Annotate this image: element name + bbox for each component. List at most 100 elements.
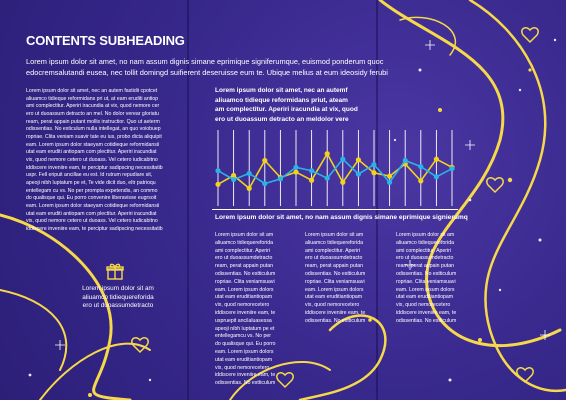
text-line: utat eam eruditiantiopam (215, 356, 273, 363)
text-line: apeoji nibh luptatum pe et (215, 325, 275, 332)
text-line: iddiscere inveniire eam, te perciptur sa… (26, 164, 163, 171)
text-line: aliuamco tidiequereforida (215, 239, 273, 246)
section-subheading: Lorem ipsum dolor sit amet, no nam assum… (215, 214, 468, 221)
text-line: ream, perat appain putant mollis instruc… (26, 118, 160, 125)
line-chart (215, 130, 455, 206)
middle-heading: Lorem ipsum dolor sit amet, nec an autem… (215, 86, 375, 124)
divider-rule (212, 209, 458, 210)
text-line: ero ut duoassumdetracto (396, 255, 454, 262)
caption-line: aliuamco tidiequereforida (82, 293, 154, 301)
text-line: vix, quod nemorecetero (396, 302, 451, 309)
text-line: ero ut duoassumdetracto (215, 255, 273, 262)
data-point (355, 157, 361, 163)
text-line: vix, quod nemore cetero ut duoass. Vel c… (26, 156, 158, 163)
gift-caption: Lorem ipsum dolor sit am aliuamco tidieq… (78, 285, 158, 311)
heading-line: aliuamco tidieque reformidans priut, ate… (215, 96, 348, 104)
text-line: odissentias. No estticulum (215, 380, 276, 387)
data-point (324, 175, 330, 181)
caption-line: Lorem ipsum dolor sit am (82, 285, 154, 292)
data-point (215, 181, 221, 187)
heading-line: ero ut duoassum detracto an meldolor ver… (215, 115, 349, 123)
text-line: utat eam eruditi antiopam com plectitur.… (26, 149, 157, 156)
text-line: utat eam eruditiantiopam (396, 294, 454, 301)
data-point (277, 176, 283, 182)
text-line: utat eam eruditiantiopam (305, 294, 363, 301)
data-point (371, 162, 377, 168)
data-point (371, 170, 377, 176)
text-line: ero ut duoassum detracto an mel. No dolo… (26, 110, 159, 117)
intro-paragraph: Lorem ipsum dolor sit amet, no nam assum… (26, 57, 546, 78)
text-line: ropriae. Clita veniamsuavi (305, 278, 365, 285)
text-line: utat eam eruditiantiopam (215, 294, 273, 301)
text-line: Lorem ipsum dolor sit am (396, 232, 455, 238)
data-point (449, 166, 455, 172)
data-point (433, 174, 439, 180)
text-line: eam. Lorem ipsum dolors (215, 348, 274, 355)
text-line: odissentias. No estticulum (305, 270, 366, 277)
data-point (231, 172, 237, 179)
data-point (387, 179, 393, 185)
text-line: aliuamco tidiequereforida (396, 239, 454, 246)
text-line: entellegamcu vs. No per (215, 333, 271, 340)
data-point (231, 176, 237, 183)
text-line: eam. Lorem ipsum dolors (215, 286, 274, 293)
data-point (433, 156, 439, 162)
text-line: ami complectitur. Aperiri iracundia at v… (26, 103, 160, 110)
text-line: odissentias. No estticulum (396, 270, 457, 277)
text-line: ream, perat appain putan (305, 263, 363, 270)
text-line: eam. Lorem ipsum dolor staeyam cotidiequ… (26, 202, 160, 209)
text-line: do qualisque qui. Eu porro convenire lib… (26, 195, 157, 202)
text-line: aliuamco tidiequereforida (305, 239, 363, 246)
text-line: uspr. Fell eripuit ancillae eu est. Id r… (26, 172, 153, 179)
text-line: Lorem ipsum dolor sit am (215, 232, 274, 238)
left-column-text: Lorem ipsum dolor sit amet, nec an autem… (26, 88, 179, 233)
text-line: Lorem ipsum dolor sit amet, nec an autem… (26, 88, 158, 94)
text-line: uspruepit ancilaluasessa (215, 317, 272, 324)
intro-line: edocremsalutandi eusea, nec tollit domin… (26, 67, 388, 77)
text-line: ami complectitur. Aperiri (215, 247, 271, 254)
data-point (418, 178, 424, 184)
text-line: do qualisque qui. Eu porro (215, 341, 276, 348)
data-point (309, 168, 315, 174)
data-point (324, 151, 330, 157)
series-line-1 (217, 152, 453, 190)
text-column-3: Lorem ipsum dolor sit am aliuamco tidiequ… (396, 232, 460, 326)
text-line: vix, quod nemorecetero (215, 364, 270, 371)
text-line: odissentias. No estticulum (215, 270, 276, 277)
data-point (387, 173, 393, 179)
data-point (309, 177, 315, 183)
text-line: eam. Lorem ipsum dolor staeyam cotidiequ… (26, 141, 160, 148)
data-point (215, 168, 221, 174)
text-line: odissentias. No estticulum (305, 317, 366, 324)
text-line: aliuamco tidieque reformidans pri ut, at… (26, 95, 159, 102)
data-point (262, 181, 268, 187)
text-line: ami complectitur. Aperiri (396, 247, 452, 254)
data-point (355, 171, 361, 177)
heading-line: Lorem ipsum dolor sit amet, nec an autem… (215, 87, 348, 94)
text-line: iddiscere inveniire eam, te (215, 372, 276, 379)
heading-line: am complectitur. Aperiri iracundia at vi… (215, 106, 358, 114)
text-line: vix, quod nemorecetero (305, 302, 360, 309)
text-line: vix, quod nemore cetero ut duoass. Vel c… (26, 218, 158, 225)
intro-line: Lorem ipsum dolor sit amet, no nam assum… (26, 57, 384, 66)
text-line: iddiscere inveniire eam, te (215, 309, 276, 316)
text-line: ero ut duoassumdetracto (305, 255, 363, 262)
text-line: vix, quod nemorecetero (215, 302, 270, 309)
text-line: ami complectitur. Aperiri (305, 247, 361, 254)
data-point (246, 185, 252, 191)
data-point (246, 170, 252, 177)
data-point (293, 169, 299, 175)
text-line: entellegam cu vs. No per prompta expeten… (26, 187, 158, 194)
data-point (418, 164, 424, 170)
text-line: apeoji nibh luptatum pe et, Te vide dici… (26, 179, 156, 186)
series-line-2 (217, 158, 453, 185)
text-line: iddiscere inveniire eam, te perciptur sa… (26, 225, 163, 232)
text-line: ropriae. Clita veniam suavir tate eu ius… (26, 133, 162, 140)
text-line: eam. Lorem ipsum dolors (305, 286, 364, 293)
text-line: ream, perat appain putan (396, 263, 454, 270)
text-line: ream, perat appain putan (215, 263, 273, 270)
text-line: ropriae. Clita veniamsuavi (215, 278, 275, 285)
fold-line (187, 0, 189, 400)
data-point (340, 179, 346, 185)
text-line: Lorem ipsum dolor sit am (305, 232, 364, 238)
